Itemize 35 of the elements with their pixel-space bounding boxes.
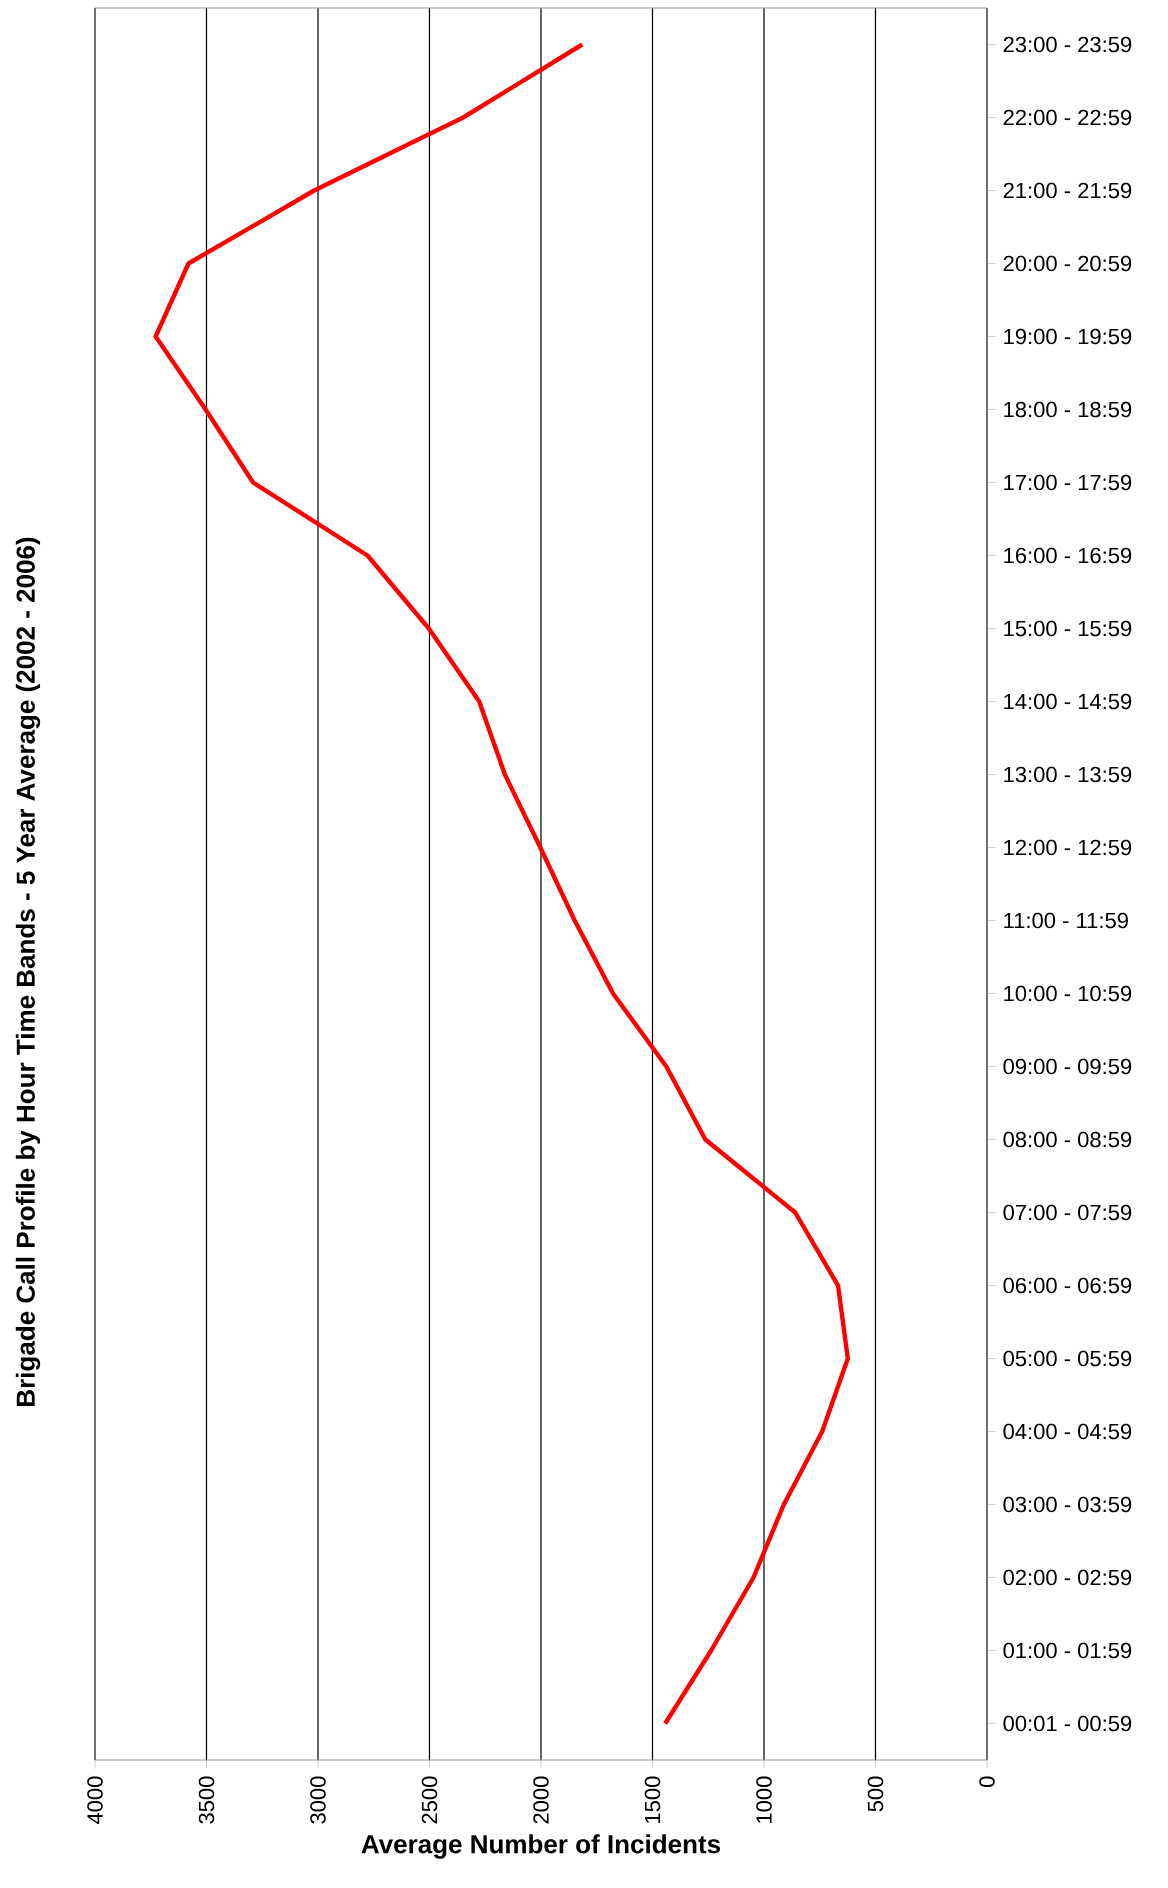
y-tick-label: 22:00 - 22:59 — [1003, 109, 1132, 126]
y-tick-label: 14:00 - 14:59 — [1004, 693, 1132, 710]
text: Brigade Call Profile by Hour Time Bands - 5 Year Average (2002 - 2006) — [15, 537, 41, 1406]
y-tick-label: 03:00 - 03:59 — [1003, 1496, 1132, 1513]
y-tick-label: 08:00 - 08:59 — [1003, 1131, 1132, 1148]
x-tick-label: 3500 — [198, 1776, 215, 1824]
x-tick-label: 500 — [867, 1776, 884, 1812]
y-tick-label: 11:00 - 11:59 — [1004, 912, 1128, 929]
y-tick-label: 17:00 - 17:59 — [1004, 474, 1132, 491]
y-tick-label: 21:00 - 21:59 — [1003, 182, 1132, 199]
y-tick-label: 06:00 - 06:59 — [1003, 1277, 1132, 1294]
y-tick-label: 10:00 - 10:59 — [1004, 985, 1132, 1002]
y-tick-label: 15:00 - 15:59 — [1004, 620, 1132, 637]
y-tick-label: 09:00 - 09:59 — [1003, 1058, 1132, 1075]
y-tick-label: 16:00 - 16:59 — [1004, 547, 1132, 564]
y-tick-label: 23:00 - 23:59 — [1003, 36, 1132, 53]
y-tick-label: 04:00 - 04:59 — [1003, 1423, 1132, 1440]
x-tick-label: 1500 — [644, 1776, 661, 1823]
x-tick-label: 2000 — [533, 1776, 549, 1824]
x-tick-label: 4000 — [87, 1776, 103, 1825]
y-tick-label: 01:00 - 01:59 — [1003, 1642, 1132, 1659]
y-tick-label: 13:00 - 13:59 — [1004, 766, 1132, 783]
x-axis-title: Average Number of Incidents — [361, 1834, 721, 1859]
y-tick-label: 19:00 - 19:59 — [1004, 328, 1132, 345]
y-tick-label: 02:00 - 02:59 — [1003, 1569, 1132, 1586]
y-tick-label: 07:00 - 07:59 — [1003, 1204, 1132, 1221]
x-tick-label: 2500 — [421, 1776, 438, 1824]
y-tick-label: 00:01 - 00:59 — [1003, 1715, 1132, 1732]
y-tick-label: 18:00 - 18:59 — [1004, 401, 1132, 418]
x-tick-label: 0 — [979, 1776, 995, 1788]
x-tick-label: 3000 — [310, 1776, 326, 1824]
y-tick-label: 20:00 - 20:59 — [1003, 255, 1132, 272]
x-tick-label: 1000 — [756, 1776, 772, 1823]
y-tick-label: 12:00 - 12:59 — [1004, 839, 1132, 856]
y-tick-label: 05:00 - 05:59 — [1003, 1350, 1132, 1367]
